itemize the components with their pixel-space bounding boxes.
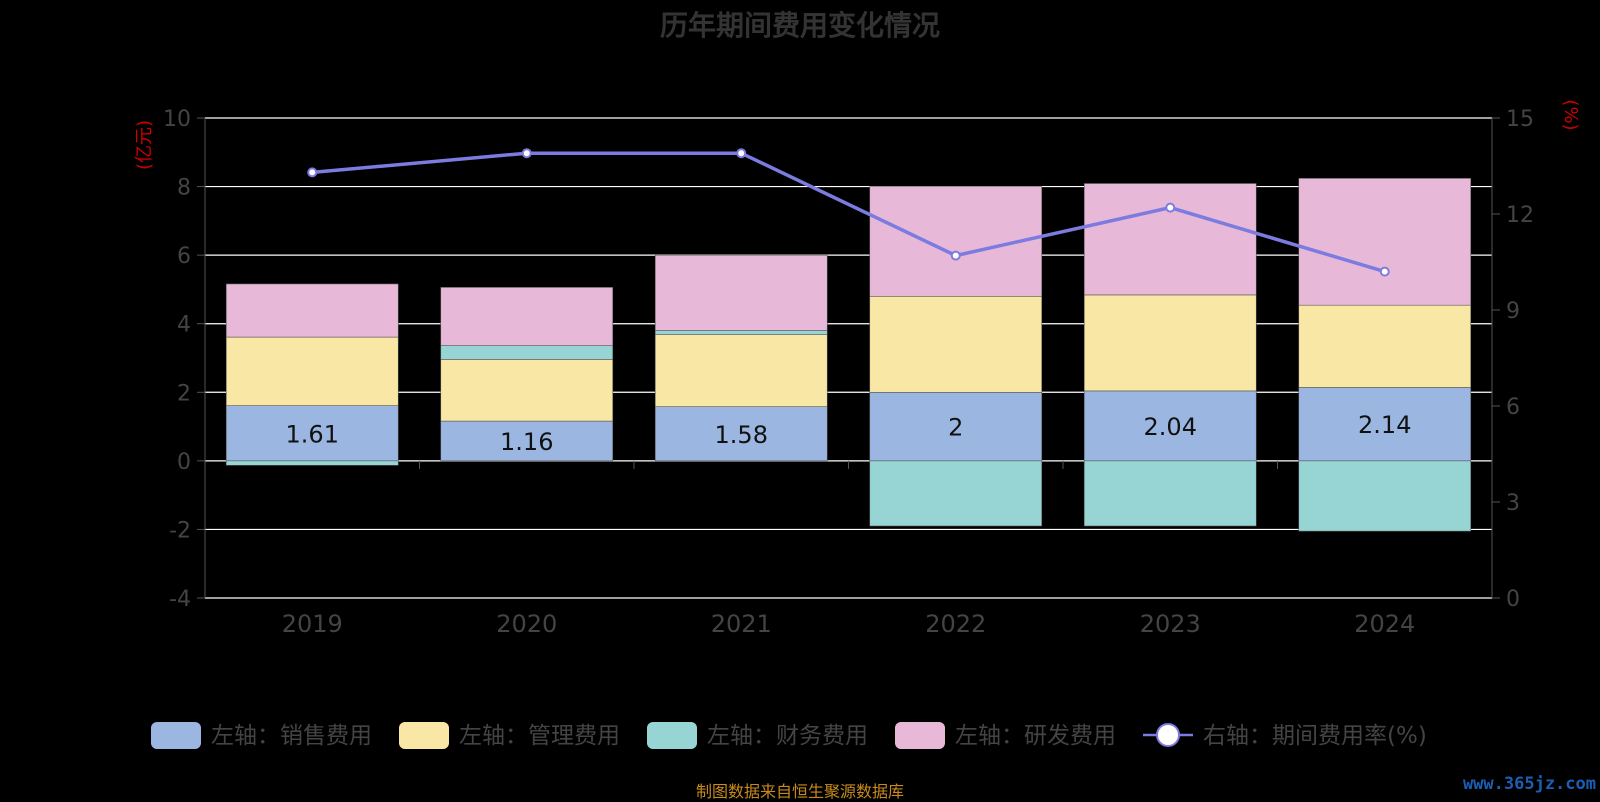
bar-segment <box>225 405 399 462</box>
legend: 左轴：销售费用 左轴：管理费用 左轴：财务费用 左轴：研发费用 右轴：期间费用率(%) <box>151 722 1427 749</box>
rate-line <box>307 148 1390 277</box>
category-label: 2020 <box>496 610 557 638</box>
category-label: 2023 <box>1140 610 1201 638</box>
legend-swatch <box>399 722 449 749</box>
bars <box>225 178 1472 532</box>
bar-segment <box>225 336 399 406</box>
data-labels: 1.61 1.16 1.58 2 2.04 2.14 <box>286 411 1412 456</box>
legend-swatch <box>151 722 201 749</box>
category-label: 2019 <box>282 610 343 638</box>
bar-segment <box>1298 178 1472 306</box>
left-axis-label: (亿元) <box>134 120 155 170</box>
bar-segment <box>440 287 614 346</box>
bar-segment <box>1083 460 1257 527</box>
bar-segment <box>654 254 828 331</box>
left-axis-tick-label: 8 <box>177 176 191 201</box>
legend-label: 右轴：期间费用率(%) <box>1203 723 1427 749</box>
bar-segment <box>1083 294 1257 392</box>
bar-segment <box>654 406 828 462</box>
right-axis-tick-label: 0 <box>1506 587 1520 612</box>
bar-segment <box>869 391 1043 462</box>
right-axis-tick-label: 3 <box>1506 491 1520 516</box>
bar-segment <box>654 334 828 407</box>
right-axis-tick-label: 6 <box>1506 395 1520 420</box>
left-axis-tick-label: 0 <box>177 450 191 475</box>
left-axis-tick-label: -4 <box>169 587 191 612</box>
right-axis-tick-label: 9 <box>1506 299 1520 324</box>
bar-segment <box>869 295 1043 393</box>
rate-line-path <box>312 151 1386 274</box>
bar-segment <box>1298 304 1472 388</box>
bar-data-label: 1.61 <box>286 420 339 448</box>
left-axis-tick-label: 2 <box>177 381 191 406</box>
bar-segment <box>225 283 399 338</box>
rate-line-point <box>950 250 961 261</box>
left-axis-tick-label: 6 <box>177 244 191 269</box>
axes: -4 -2 0 2 4 6 8 10 0 3 6 9 12 15 (亿元) (%) 2019 2020 2021 20… <box>134 99 1581 638</box>
bar-segment <box>440 420 614 462</box>
category-label: 2021 <box>711 610 772 638</box>
legend-swatch <box>895 722 945 749</box>
bar-segment <box>1298 460 1472 532</box>
bar-segment <box>1083 183 1257 296</box>
rate-line-point <box>1379 266 1390 277</box>
rate-line-point <box>307 167 318 178</box>
legend-label: 左轴：管理费用 <box>459 723 620 749</box>
bar-segment <box>225 460 399 466</box>
right-axis-tick-label: 12 <box>1506 203 1534 228</box>
bar-segment <box>654 330 828 335</box>
left-axis-tick-label: 10 <box>163 107 191 132</box>
source-note: 制图数据来自恒生聚源数据库 <box>695 782 904 801</box>
category-label: 2022 <box>925 610 986 638</box>
bar-data-label: 1.16 <box>500 428 553 456</box>
bar-segment <box>440 359 614 422</box>
legend-label: 左轴：研发费用 <box>955 723 1116 749</box>
rate-line-point <box>736 148 747 159</box>
left-axis-tick-label: -2 <box>169 518 191 543</box>
legend-label: 左轴：销售费用 <box>211 723 372 749</box>
category-label: 2024 <box>1354 610 1415 638</box>
bar-data-label: 1.58 <box>715 421 768 449</box>
bar-segment <box>1083 390 1257 462</box>
bar-segment <box>869 460 1043 527</box>
legend-swatch <box>647 722 697 749</box>
bar-data-label: 2 <box>948 414 963 442</box>
bar-segment <box>869 186 1043 297</box>
bar-data-label: 2.14 <box>1358 411 1411 439</box>
rate-line-point <box>521 148 532 159</box>
watermark: www.365jz.com <box>1462 774 1596 794</box>
bar-segment <box>440 345 614 360</box>
bar-data-label: 2.04 <box>1144 413 1197 441</box>
left-axis-tick-label: 4 <box>177 313 191 338</box>
legend-label: 左轴：财务费用 <box>707 723 868 749</box>
rate-line-point <box>1165 202 1176 213</box>
legend-marker-swatch <box>1156 723 1180 747</box>
right-axis-tick-label: 15 <box>1506 107 1534 132</box>
right-axis-label: (%) <box>1560 99 1581 130</box>
chart-title: 历年期间费用变化情况 <box>659 9 940 42</box>
